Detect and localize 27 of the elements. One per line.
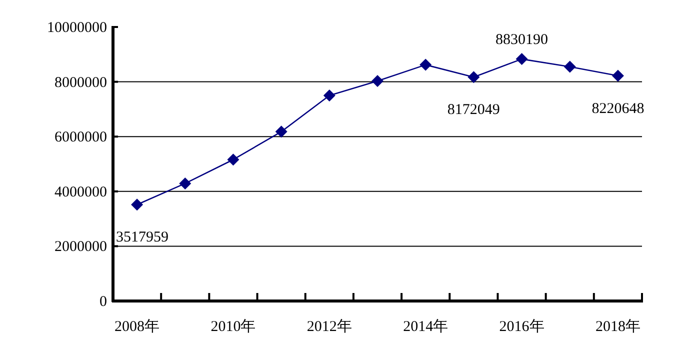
x-tick-label: 2018年 (595, 318, 640, 335)
y-tick-label: 8000000 (54, 74, 107, 91)
point (227, 154, 240, 166)
point (612, 70, 624, 82)
point (468, 71, 480, 84)
data-label: 8220648 (592, 100, 644, 117)
data-label: 3517959 (116, 230, 168, 246)
x-tick-label: 2014年 (403, 318, 448, 335)
y-tick-label: 4000000 (54, 184, 107, 200)
point (372, 74, 384, 87)
point (420, 58, 432, 71)
point (323, 90, 336, 102)
y-tick-label: 2000000 (54, 239, 107, 256)
x-tick-label: 2012年 (306, 318, 352, 335)
data-label: 8172049 (447, 102, 500, 118)
x-tick-label: 2016年 (499, 318, 544, 335)
point (179, 177, 192, 190)
y-tick-label: 0 (100, 294, 107, 310)
point (564, 60, 576, 73)
point (516, 53, 528, 66)
y-tick-label: 6000000 (54, 130, 107, 146)
y-tick-label: 10000000 (47, 20, 107, 36)
point (131, 198, 144, 211)
x-tick-label: 2010年 (210, 318, 256, 335)
point (275, 126, 288, 138)
x-tick-label: 2008年 (114, 318, 160, 335)
data-label: 8830190 (496, 32, 548, 48)
